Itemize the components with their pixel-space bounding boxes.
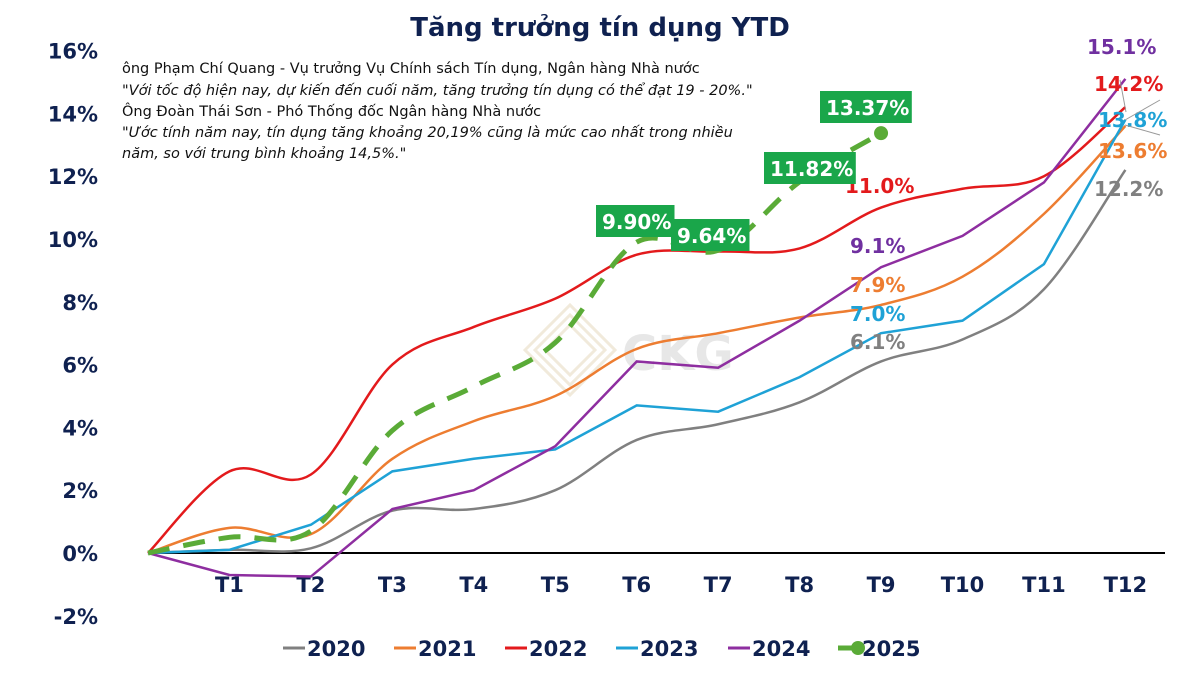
data-label-2020: 12.2% bbox=[1094, 177, 1163, 201]
quote-line: "Với tốc độ hiện nay, dự kiến đến cuối n… bbox=[122, 82, 753, 99]
data-label-2023: 7.0% bbox=[850, 302, 905, 326]
ckg-watermark-logo: CKG bbox=[522, 302, 734, 398]
data-label-2020: 6.1% bbox=[850, 330, 905, 354]
x-tick-label: T1 bbox=[215, 573, 244, 597]
y-tick-label: -2% bbox=[54, 605, 98, 629]
quote-line: năm, so với trung bình khoảng 14,5%." bbox=[122, 146, 406, 162]
x-tick-label: T10 bbox=[941, 573, 985, 597]
series-2025-last-marker bbox=[874, 126, 889, 141]
data-label-2021: 7.9% bbox=[850, 273, 905, 297]
data-label-box bbox=[596, 205, 675, 237]
series-line-2023 bbox=[147, 119, 1127, 555]
y-tick-label: 0% bbox=[62, 542, 98, 566]
series-line-2024 bbox=[147, 78, 1127, 578]
y-tick-label: 10% bbox=[48, 228, 98, 252]
series-lines bbox=[147, 78, 1127, 578]
x-tick-label: T3 bbox=[378, 573, 407, 597]
y-axis: -2% 0% 2% 4% 6% 8% 10% 12% 14% 16% bbox=[48, 40, 1165, 629]
quote-annotations: ông Phạm Chí Quang - Vụ trưởng Vụ Chính … bbox=[122, 61, 753, 162]
legend: 2020 2021 2022 2023 2024 2025 bbox=[283, 637, 920, 661]
x-tick-label: T8 bbox=[785, 573, 814, 597]
quote-line: Ông Đoàn Thái Sơn - Phó Thống đốc Ngân h… bbox=[122, 102, 541, 120]
series-line-2020 bbox=[147, 169, 1127, 555]
legend-label-2021: 2021 bbox=[418, 637, 476, 661]
y-tick-label: 4% bbox=[62, 416, 98, 440]
data-label-box bbox=[671, 219, 750, 251]
data-label-2025: 9.90% bbox=[602, 210, 671, 234]
data-label-2023: 13.8% bbox=[1098, 108, 1167, 132]
x-tick-label: T6 bbox=[622, 573, 651, 597]
data-label-box bbox=[764, 152, 856, 184]
x-tick-label: T5 bbox=[541, 573, 570, 597]
y-tick-label: 14% bbox=[48, 102, 98, 126]
legend-label-2024: 2024 bbox=[752, 637, 810, 661]
data-label-2024: 15.1% bbox=[1087, 35, 1156, 59]
leader-line bbox=[1124, 99, 1161, 121]
chart-title: Tăng trưởng tín dụng YTD bbox=[410, 12, 790, 43]
series-line-2021 bbox=[147, 125, 1127, 555]
legend-label-2022: 2022 bbox=[529, 637, 587, 661]
data-label-2024: 9.1% bbox=[850, 234, 905, 258]
x-axis: T1 T2 T3 T4 T5 T6 T7 T8 T9 T10 T11 T12 bbox=[215, 573, 1147, 597]
x-tick-label: T9 bbox=[867, 573, 896, 597]
y-tick-label: 12% bbox=[48, 165, 98, 189]
data-label-2025: 9.64% bbox=[677, 224, 746, 248]
data-label-2025: 11.82% bbox=[770, 157, 853, 181]
leader-line bbox=[1124, 124, 1161, 136]
x-tick-label: T11 bbox=[1022, 573, 1066, 597]
x-tick-label: T12 bbox=[1104, 573, 1148, 597]
legend-label-2020: 2020 bbox=[307, 637, 365, 661]
data-label-2022: 11.0% bbox=[845, 174, 914, 198]
y-tick-label: 2% bbox=[62, 479, 98, 503]
series-line-2022 bbox=[147, 106, 1127, 554]
x-tick-label: T7 bbox=[704, 573, 733, 597]
data-label-box bbox=[820, 91, 912, 123]
y-tick-label: 6% bbox=[62, 354, 98, 378]
leader-line bbox=[1119, 79, 1127, 113]
x-tick-label: T4 bbox=[459, 573, 488, 597]
data-label-2021: 13.6% bbox=[1098, 139, 1167, 163]
y-tick-label: 8% bbox=[62, 291, 98, 315]
svg-text:CKG: CKG bbox=[622, 326, 734, 382]
legend-marker-2025 bbox=[851, 641, 865, 655]
quote-line: ông Phạm Chí Quang - Vụ trưởng Vụ Chính … bbox=[122, 61, 700, 77]
y-tick-label: 16% bbox=[48, 40, 98, 64]
legend-label-2025: 2025 bbox=[862, 637, 920, 661]
data-label-2025: 13.37% bbox=[826, 96, 909, 120]
series-line-2025 bbox=[147, 131, 883, 556]
legend-label-2023: 2023 bbox=[640, 637, 698, 661]
data-label-2022: 14.2% bbox=[1094, 72, 1163, 96]
quote-line: "Ước tính năm nay, tín dụng tăng khoảng … bbox=[122, 124, 733, 141]
data-labels: 15.1% 14.2% 13.8% 13.6% 12.2% 11.0% 9.1% 7.9% 7.… bbox=[596, 35, 1167, 354]
